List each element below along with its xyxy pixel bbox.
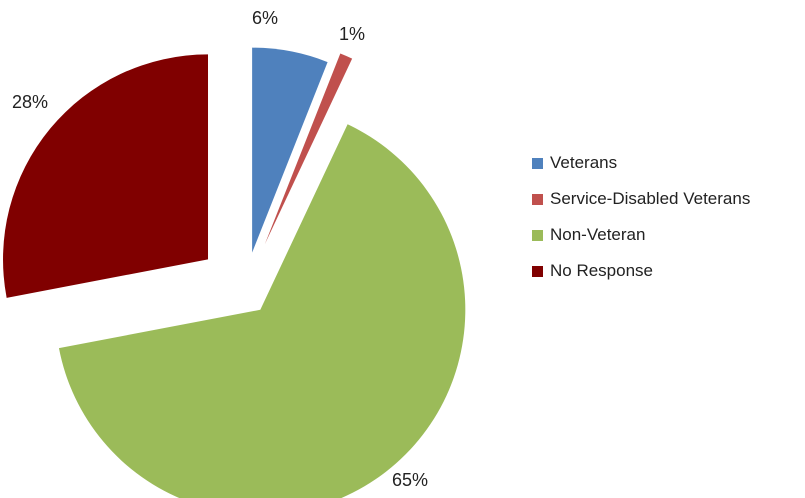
legend-label-service-disabled-veterans: Service-Disabled Veterans [550,189,751,208]
legend-swatch-veterans [532,157,543,169]
data-label-service-disabled-veterans: 1% [339,24,365,44]
pie-slice-no-response [3,54,209,298]
legend-swatch-non-veteran [532,229,543,241]
data-label-veterans: 6% [252,8,278,28]
legend-item-veterans: Veterans [532,150,750,176]
pie-slices [3,47,466,498]
data-label-non-veteran: 65% [392,470,428,490]
legend-label-veterans: Veterans [550,153,618,172]
pie-data-labels: 6% 1% 65% 28% [12,8,428,490]
legend-label-non-veteran: Non-Veteran [550,225,646,244]
chart-legend: Veterans Service-Disabled Veterans Non-V… [532,150,750,294]
legend-item-no-response: No Response [532,258,750,284]
legend-label-no-response: No Response [550,261,654,280]
data-label-no-response: 28% [12,92,48,112]
legend-swatch-no-response [532,265,543,277]
pie-slice-service-disabled-veterans [264,53,353,245]
legend-item-service-disabled-veterans: Service-Disabled Veterans [532,186,750,212]
legend-item-non-veteran: Non-Veteran [532,222,750,248]
legend-swatch-service-disabled-veterans [532,193,543,205]
pie-slice-non-veteran [58,124,466,498]
pie-slice-veterans [252,47,328,253]
